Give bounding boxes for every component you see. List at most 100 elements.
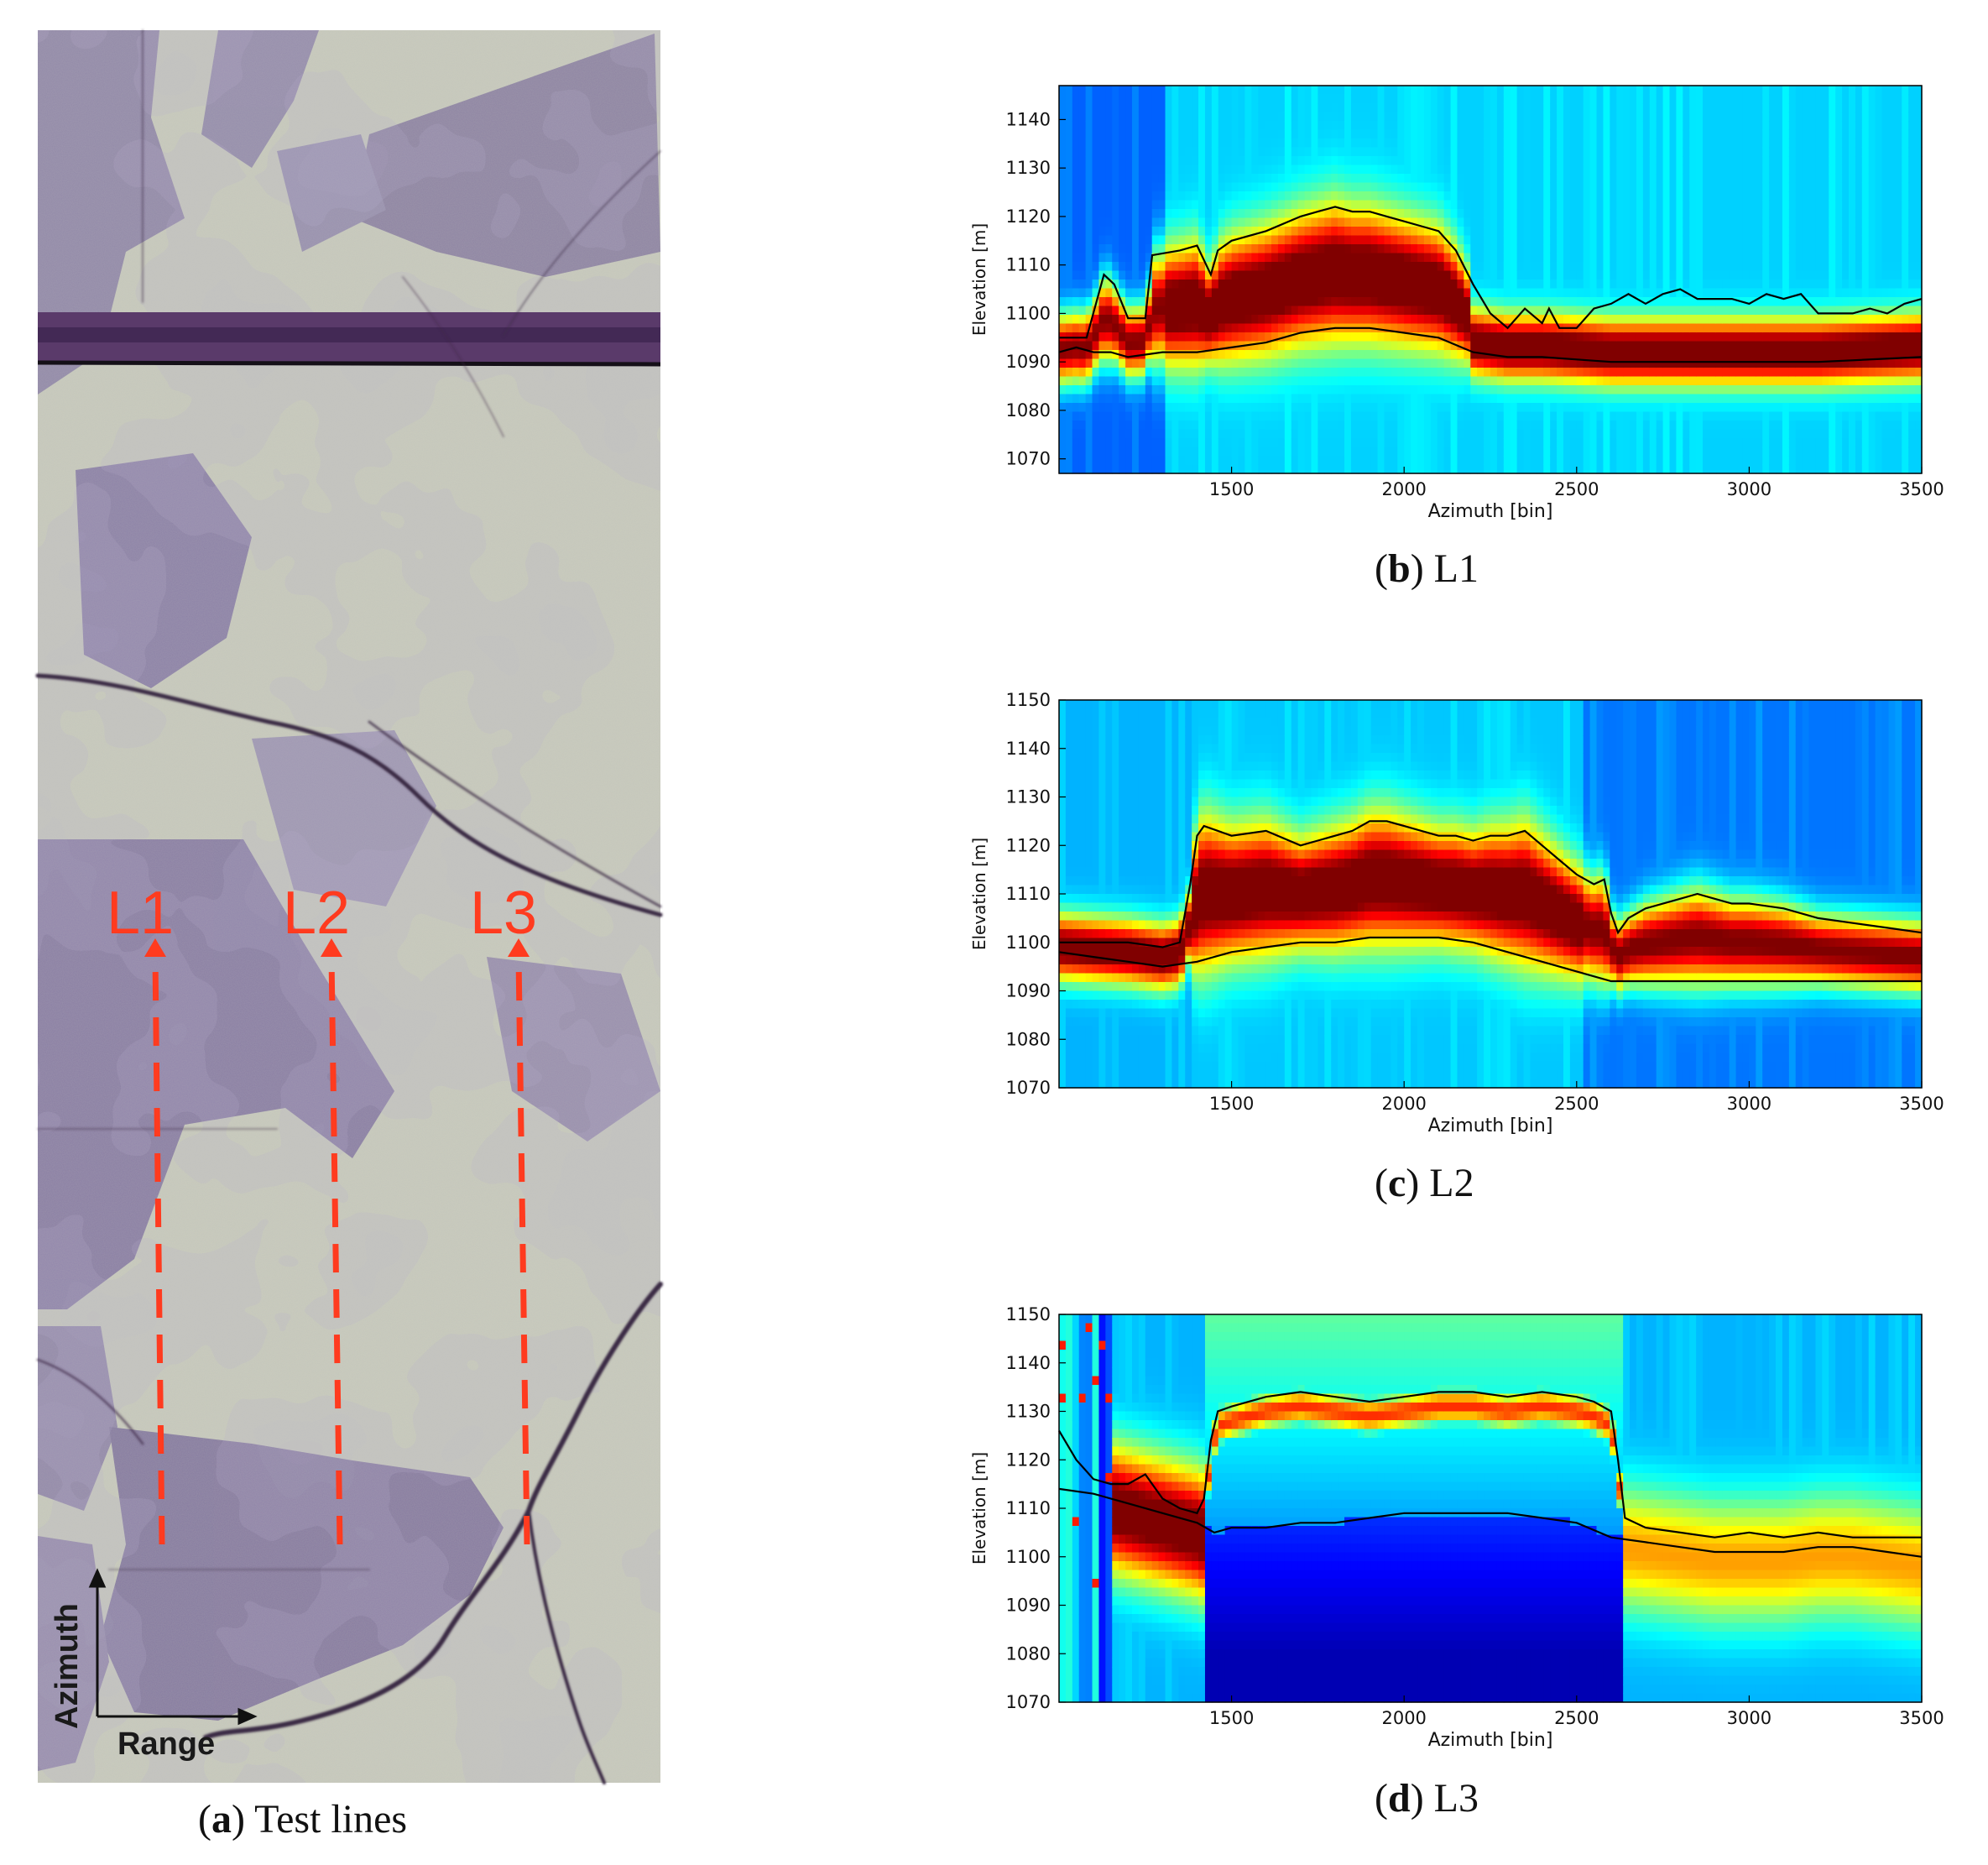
heatmap-cell — [1192, 323, 1199, 333]
heatmap-cell — [1769, 182, 1777, 192]
heatmap-cell — [1284, 270, 1292, 280]
heatmap-cell — [1477, 138, 1484, 149]
heatmap-cell — [1769, 103, 1777, 113]
heatmap-cell — [1776, 103, 1783, 113]
heatmap-cell — [1722, 464, 1730, 474]
heatmap-cell — [1603, 227, 1610, 237]
heatmap-cell — [1338, 394, 1345, 404]
heatmap-cell — [1404, 421, 1411, 431]
heatmap-cell — [1496, 341, 1505, 351]
heatmap-cell — [1304, 350, 1312, 360]
heatmap-cell — [1331, 227, 1338, 237]
heatmap-cell — [1709, 447, 1717, 457]
heatmap-cell — [1384, 156, 1391, 166]
heatmap-cell — [1503, 447, 1511, 457]
heatmap-cell — [1357, 165, 1365, 175]
heatmap-cell — [1318, 253, 1325, 263]
heatmap-cell — [1430, 411, 1438, 421]
heatmap-cell — [1059, 315, 1067, 325]
heatmap-cell — [1430, 323, 1438, 333]
heatmap-cell — [1204, 341, 1213, 351]
heatmap-cell — [1178, 270, 1186, 280]
heatmap-cell — [1470, 368, 1478, 378]
heatmap-cell — [1563, 315, 1571, 325]
heatmap-cell — [1569, 165, 1578, 175]
heatmap-cell — [1563, 403, 1571, 413]
heatmap-cell — [1788, 182, 1797, 192]
heatmap-cell — [1530, 253, 1537, 263]
heatmap-cell — [1576, 376, 1584, 386]
heatmap-cell — [1557, 235, 1564, 245]
heatmap-cell — [1192, 306, 1199, 316]
heatmap-cell — [1331, 244, 1338, 254]
heatmap-cell — [1277, 421, 1286, 431]
heatmap-cell — [1065, 147, 1073, 157]
heatmap-cell — [1537, 165, 1544, 175]
heatmap-cell — [1145, 235, 1153, 245]
heatmap-cell — [1530, 297, 1537, 307]
heatmap-cell — [1464, 385, 1471, 395]
heatmap-cell — [1265, 411, 1272, 421]
heatmap-cell — [1430, 376, 1438, 386]
heatmap-cell — [1391, 129, 1398, 139]
heatmap-cell — [1357, 279, 1365, 290]
heatmap-cell — [1636, 147, 1644, 157]
heatmap-cell — [1795, 270, 1803, 280]
heatmap-cell — [1464, 464, 1471, 474]
heatmap-cell — [1630, 244, 1637, 254]
heatmap-cell — [1231, 306, 1239, 316]
heatmap-cell — [1291, 315, 1299, 325]
heatmap-cell — [1756, 270, 1763, 280]
heatmap-cell — [1696, 288, 1704, 298]
heatmap-cell — [1092, 103, 1100, 113]
heatmap-cell — [1350, 306, 1359, 316]
heatmap-cell — [1198, 94, 1206, 104]
heatmap-cell — [1112, 421, 1119, 431]
heatmap-cell — [1065, 315, 1073, 325]
heatmap-cell — [1490, 182, 1498, 192]
heatmap-cell — [1662, 165, 1671, 175]
heatmap-cell — [1098, 174, 1106, 184]
heatmap-cell — [1537, 332, 1544, 342]
heatmap-cell — [1543, 358, 1551, 368]
heatmap-cell — [1769, 279, 1777, 290]
heatmap-cell — [1158, 270, 1166, 280]
heatmap-cell — [1204, 464, 1213, 474]
heatmap-cell — [1596, 227, 1604, 237]
heatmap-cell — [1689, 165, 1697, 175]
heatmap-cell — [1078, 438, 1087, 448]
heatmap-cell — [1703, 315, 1710, 325]
heatmap-cell — [1085, 121, 1093, 131]
heatmap-cell — [1158, 456, 1166, 466]
heatmap-cell — [1603, 323, 1610, 333]
heatmap-cell — [1411, 456, 1418, 466]
heatmap-cell — [1258, 394, 1265, 404]
heatmap-cell — [1589, 323, 1598, 333]
heatmap-cell — [1443, 385, 1452, 395]
heatmap-cell — [1138, 191, 1146, 201]
heatmap-cell — [1596, 270, 1604, 280]
heatmap-cell — [1105, 394, 1113, 404]
heatmap-cell — [1576, 350, 1584, 360]
heatmap-cell — [1756, 394, 1763, 404]
heatmap-cell — [1224, 332, 1233, 342]
heatmap-cell — [1696, 376, 1704, 386]
heatmap-cell — [1669, 350, 1678, 360]
heatmap-cell — [1477, 403, 1484, 413]
heatmap-cell — [1331, 376, 1338, 386]
heatmap-cell — [1516, 262, 1525, 272]
heatmap-cell — [1238, 191, 1246, 201]
heatmap-cell — [1224, 447, 1233, 457]
heatmap-cell — [1112, 394, 1119, 404]
heatmap-cell — [1078, 358, 1087, 368]
heatmap-cell — [1085, 147, 1093, 157]
heatmap-cell — [1756, 182, 1763, 192]
heatmap-cell — [1391, 323, 1398, 333]
heatmap-cell — [1795, 341, 1803, 351]
heatmap-cell — [1065, 429, 1073, 439]
heatmap-cell — [1464, 191, 1471, 201]
heatmap-cell — [1198, 288, 1206, 298]
heatmap-cell — [1776, 200, 1783, 210]
heatmap-cell — [1277, 394, 1286, 404]
heatmap-cell — [1231, 147, 1239, 157]
